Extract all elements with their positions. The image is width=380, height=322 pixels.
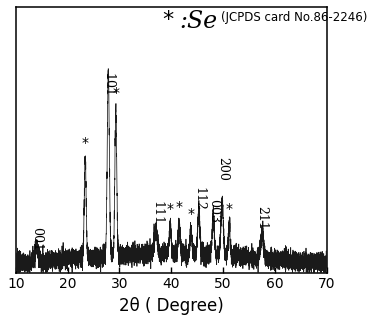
Text: *: * [176,200,182,213]
Text: *: * [167,202,174,216]
Text: 111: 111 [150,201,163,225]
Text: 003: 003 [207,199,220,223]
Text: *: * [226,202,233,216]
Text: *: * [112,86,119,100]
Text: 211: 211 [255,206,269,230]
Text: 001: 001 [30,227,43,251]
Text: (JCPDS card No.86-2246): (JCPDS card No.86-2246) [221,11,367,24]
Text: 200: 200 [217,157,230,181]
X-axis label: 2θ ( Degree): 2θ ( Degree) [119,297,224,315]
Text: *: * [82,136,89,150]
Text: *: * [187,207,195,221]
Text: :Se: :Se [179,10,217,33]
Text: *: * [162,10,173,30]
Text: 101: 101 [102,73,115,97]
Text: 112: 112 [192,186,205,210]
